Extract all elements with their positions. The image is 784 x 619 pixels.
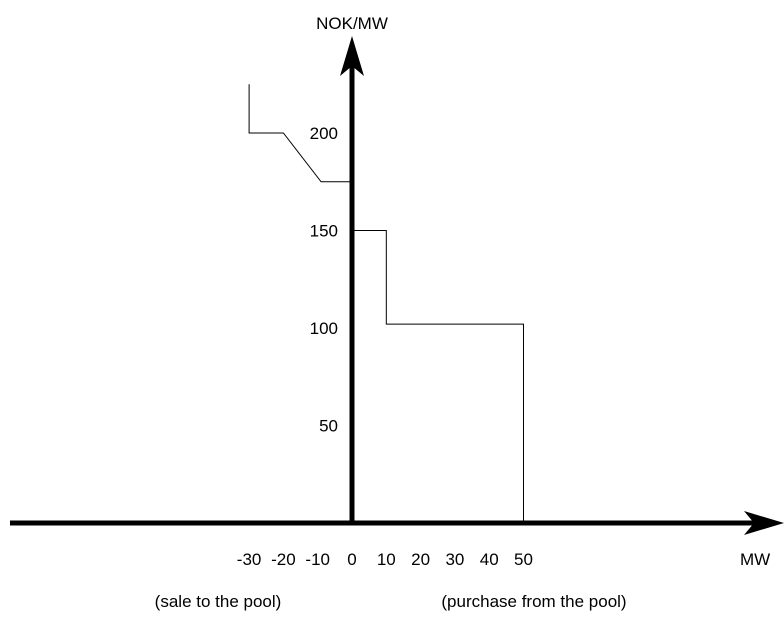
curves <box>248 84 524 523</box>
y-tick-label: 100 <box>310 319 338 338</box>
x-tick-label: -20 <box>271 550 296 569</box>
x-tick-label: 10 <box>377 550 396 569</box>
y-axis-label: NOK/MW <box>316 14 388 33</box>
x-tick-label: 40 <box>480 550 499 569</box>
x-tick-label: 0 <box>347 550 356 569</box>
x-tick-labels: -30 -20 -10 0 10 20 30 40 50 <box>237 550 533 569</box>
x-axis-label: MW <box>740 550 770 569</box>
y-tick-label: 50 <box>319 417 338 436</box>
y-tick-label: 200 <box>310 124 338 143</box>
x-tick-label: 50 <box>514 550 533 569</box>
x-tick-label: 30 <box>445 550 464 569</box>
x-axis-arrow <box>744 511 784 535</box>
y-tick-labels: 50 100 150 200 <box>310 124 338 436</box>
annotation-sale: (sale to the pool) <box>155 592 282 611</box>
x-tick-label: -10 <box>305 550 330 569</box>
y-axis-arrow <box>340 36 364 76</box>
sale-curve <box>248 84 352 183</box>
annotation-purchase: (purchase from the pool) <box>441 592 626 611</box>
x-tick-label: 20 <box>411 550 430 569</box>
purchase-curve <box>352 230 524 523</box>
x-tick-label: -30 <box>237 550 262 569</box>
y-tick-label: 150 <box>310 222 338 241</box>
